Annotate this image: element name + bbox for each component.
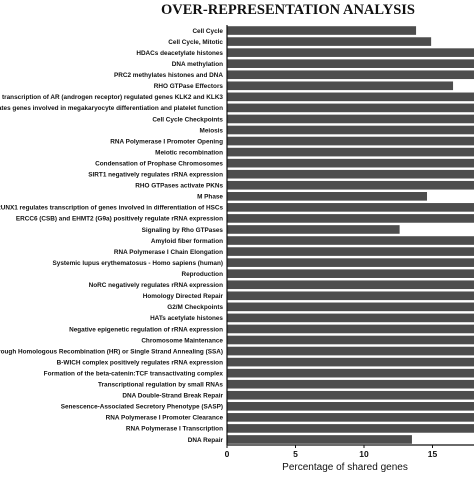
category-label: DNA Repair (188, 437, 224, 444)
bar (227, 269, 474, 278)
bar (227, 37, 432, 46)
bar (227, 368, 474, 378)
bar (227, 114, 474, 124)
bar (227, 48, 474, 57)
category-label: PRC2 methylates histones and DNA (114, 72, 223, 79)
category-label: RHO GTPases activate PKNs (135, 183, 223, 190)
category-label: Formation of the beta-catenin:TCF transa… (44, 370, 224, 377)
category-label: RNA Polymerase I Promoter Clearance (106, 415, 224, 422)
x-tick-label: 10 (359, 449, 369, 459)
category-label: Cell Cycle (192, 28, 223, 35)
bar (227, 59, 474, 68)
bar (227, 92, 474, 102)
category-label: HATs acetylate histones (150, 315, 223, 322)
category-label: RUNX1 regulates transcription of genes i… (0, 205, 223, 212)
bar (227, 302, 474, 312)
category-label: NoRC negatively regulates rRNA expressio… (89, 282, 223, 289)
category-label: SIRT1 negatively regulates rRNA expressi… (88, 172, 223, 179)
category-label: M Phase (197, 194, 223, 201)
bar (227, 81, 454, 91)
category-label: Chromosome Maintenance (141, 337, 223, 344)
category-label: tes transcription of AR (androgen recept… (0, 94, 223, 101)
category-label: Condensation of Prophase Chromosomes (95, 160, 223, 167)
bars-layer (227, 26, 474, 444)
category-label: Senescence-Associated Secretory Phenotyp… (61, 404, 223, 411)
bar (227, 225, 400, 234)
bar (227, 26, 417, 35)
category-label: DNA Double-Strand Break Repair (122, 393, 223, 400)
category-label: Meiotic recombination (155, 149, 223, 156)
bar (227, 357, 474, 367)
category-label: Amyloid fiber formation (151, 238, 223, 245)
bar (227, 103, 474, 113)
category-labels: Cell Cycle Cell Cycle, Mitotic HDACs deace… (0, 28, 224, 444)
bar (227, 291, 474, 301)
category-label: B-WICH complex positively regulates rRNA… (57, 359, 223, 366)
bar (227, 280, 474, 290)
bar (227, 158, 474, 168)
category-label: ERCC6 (CSB) and EHMT2 (G9a) positively r… (16, 216, 223, 223)
category-label: Signaling by Rho GTPases (142, 227, 224, 234)
category-label: through Homologous Recombination (HR) or… (0, 348, 223, 355)
category-label: Reproduction (181, 271, 223, 278)
x-axis-title: Percentage of shared genes (282, 462, 408, 473)
category-label: Negative epigenetic regulation of rRNA e… (69, 326, 223, 333)
bar (227, 136, 474, 146)
bar (227, 402, 474, 411)
x-tick-label: 15 (428, 449, 438, 459)
category-label: RNA Polymerase I Promoter Opening (110, 138, 223, 145)
bar (227, 247, 474, 256)
bar (227, 70, 474, 80)
x-tick-label: 0 (225, 449, 230, 459)
category-label: RNA Polymerase I Chain Elongation (114, 249, 223, 256)
chart-title: OVER-REPRESENTATION ANALYSIS (161, 2, 415, 18)
x-tick-label: 5 (293, 449, 298, 459)
category-label: Meiosis (200, 127, 224, 134)
category-label: Cell Cycle Checkpoints (152, 116, 223, 123)
x-axis-ticks: 05101520253035 (225, 445, 438, 459)
bar (227, 125, 474, 135)
bar (227, 324, 474, 334)
category-label: Systemic lupus erythematosus - Homo sapi… (53, 260, 223, 267)
bar (227, 435, 412, 444)
bar (227, 236, 474, 245)
bar (227, 192, 428, 201)
bar (227, 379, 474, 389)
bar (227, 346, 474, 356)
category-label: RHO GTPase Effectors (154, 83, 224, 90)
category-label: RNA Polymerase I Transcription (126, 426, 223, 433)
bar (227, 214, 474, 223)
bar (227, 424, 474, 433)
bar (227, 413, 474, 422)
bar (227, 180, 474, 190)
category-label: G2/M Checkpoints (167, 304, 223, 311)
category-label: regulates genes involved in megakaryocyt… (0, 105, 223, 112)
category-label: Cell Cycle, Mitotic (168, 39, 223, 46)
bar (227, 335, 474, 345)
category-label: HDACs deacetylate histones (136, 50, 223, 57)
bar (227, 147, 474, 157)
bar (227, 313, 474, 323)
bar (227, 203, 474, 212)
category-label: Transcriptional regulation by small RNAs (98, 382, 223, 389)
category-label: DNA methylation (172, 61, 223, 68)
bar (227, 390, 474, 400)
bar (227, 169, 474, 179)
category-label: Homology Directed Repair (143, 293, 224, 300)
bar (227, 258, 474, 267)
